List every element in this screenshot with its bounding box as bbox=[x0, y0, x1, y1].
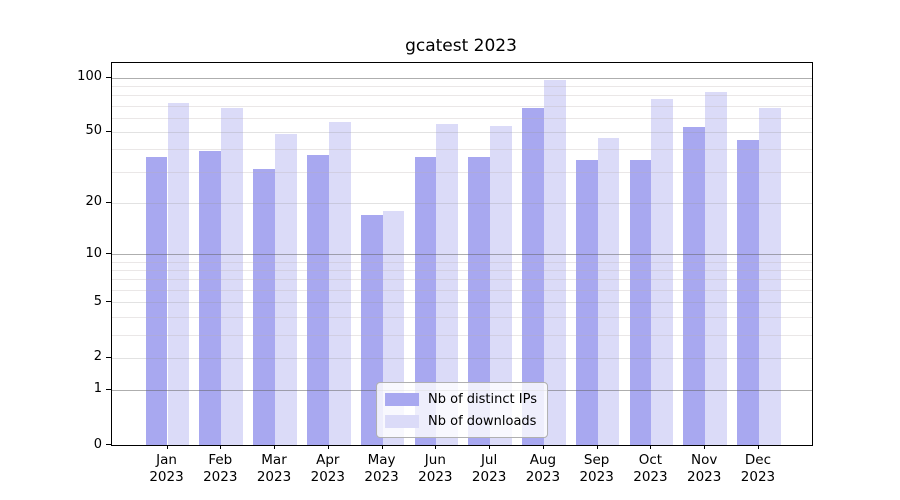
minor-gridline-8 bbox=[112, 270, 812, 272]
x-tick-label-apr: Apr 2023 bbox=[310, 452, 345, 485]
gridline-5 bbox=[112, 302, 812, 304]
chart-title: gcatest 2023 bbox=[405, 36, 517, 56]
x-tick-mark-jun bbox=[435, 445, 437, 449]
y-tick-label-5: 5 bbox=[93, 293, 102, 309]
bar-distinct-ips-aug bbox=[522, 107, 544, 445]
bar-distinct-ips-sep bbox=[575, 159, 598, 445]
x-tick-label-may: May 2023 bbox=[364, 452, 399, 485]
bar-distinct-ips-jun bbox=[414, 157, 437, 445]
x-tick-mark-nov bbox=[704, 445, 706, 449]
x-tick-label-dec: Dec 2023 bbox=[740, 452, 776, 485]
minor-gridline-4 bbox=[112, 316, 812, 318]
y-tick-mark-5 bbox=[106, 301, 111, 303]
x-tick-label-nov: Nov 2023 bbox=[687, 452, 722, 485]
x-tick-mark-mar bbox=[274, 445, 276, 449]
x-tick-mark-dec bbox=[757, 445, 759, 449]
legend-swatch-distinct-ips bbox=[385, 392, 420, 406]
bar-distinct-ips-feb bbox=[199, 151, 222, 445]
y-tick-label-1: 1 bbox=[93, 381, 102, 397]
x-tick-mark-oct bbox=[650, 445, 652, 449]
x-tick-label-jul: Jul 2023 bbox=[471, 452, 507, 485]
minor-gridline-9 bbox=[112, 261, 812, 263]
bar-downloads-aug bbox=[543, 79, 566, 445]
y-tick-mark-2 bbox=[106, 356, 111, 358]
bar-distinct-ips-jul bbox=[468, 157, 491, 445]
minor-gridline-90 bbox=[112, 85, 812, 87]
gridline-100 bbox=[112, 77, 812, 79]
x-tick-mark-may bbox=[381, 445, 383, 449]
bar-downloads-feb bbox=[221, 107, 244, 445]
x-tick-mark-jan bbox=[166, 445, 168, 449]
bar-downloads-sep bbox=[597, 138, 620, 445]
bar-downloads-nov bbox=[705, 92, 727, 445]
y-tick-label-2: 2 bbox=[93, 349, 102, 365]
minor-gridline-40 bbox=[112, 149, 812, 151]
x-tick-label-oct: Oct 2023 bbox=[633, 452, 668, 485]
y-tick-mark-1 bbox=[106, 388, 111, 390]
gridline-10 bbox=[112, 254, 812, 256]
legend-item-downloads: Nb of downloads bbox=[385, 410, 537, 432]
bar-downloads-jun bbox=[436, 124, 459, 445]
y-tick-label-50: 50 bbox=[85, 123, 102, 139]
x-tick-label-sep: Sep 2023 bbox=[579, 452, 614, 485]
y-tick-label-10: 10 bbox=[85, 245, 102, 261]
minor-gridline-7 bbox=[112, 279, 812, 281]
y-tick-label-100: 100 bbox=[77, 69, 102, 84]
bar-distinct-ips-mar bbox=[253, 169, 276, 445]
legend: Nb of distinct IPs Nb of downloads bbox=[376, 382, 548, 438]
legend-label-distinct-ips: Nb of distinct IPs bbox=[428, 391, 537, 407]
minor-gridline-60 bbox=[112, 117, 812, 119]
x-tick-label-feb: Feb 2023 bbox=[203, 452, 238, 485]
x-tick-mark-apr bbox=[327, 445, 329, 449]
bar-distinct-ips-oct bbox=[629, 159, 652, 445]
bar-downloads-jan bbox=[167, 103, 190, 445]
x-tick-mark-jul bbox=[489, 445, 491, 449]
y-tick-label-20: 20 bbox=[85, 194, 102, 210]
y-tick-mark-50 bbox=[106, 130, 111, 132]
bar-downloads-oct bbox=[651, 99, 674, 445]
gridline-50 bbox=[112, 131, 812, 133]
y-tick-mark-10 bbox=[106, 253, 111, 255]
minor-gridline-80 bbox=[112, 95, 812, 97]
y-tick-mark-100 bbox=[106, 76, 111, 78]
x-tick-mark-aug bbox=[542, 445, 544, 449]
plot-area: Nb of distinct IPs Nb of downloads bbox=[111, 62, 813, 446]
bar-downloads-jul bbox=[490, 125, 512, 445]
legend-swatch-downloads bbox=[385, 414, 420, 428]
bar-distinct-ips-apr bbox=[307, 155, 329, 445]
y-tick-mark-20 bbox=[106, 201, 111, 203]
bar-downloads-dec bbox=[758, 107, 781, 445]
x-tick-mark-sep bbox=[596, 445, 598, 449]
y-tick-mark-0 bbox=[106, 444, 111, 445]
minor-gridline-30 bbox=[112, 171, 812, 173]
x-tick-label-jan: Jan 2023 bbox=[149, 452, 184, 485]
minor-gridline-70 bbox=[112, 105, 812, 107]
x-tick-mark-feb bbox=[220, 445, 222, 449]
bar-distinct-ips-dec bbox=[737, 140, 759, 445]
bar-distinct-ips-nov bbox=[683, 127, 706, 445]
minor-gridline-6 bbox=[112, 290, 812, 292]
bar-downloads-mar bbox=[275, 133, 297, 445]
bar-distinct-ips-jan bbox=[145, 157, 168, 445]
minor-gridline-3 bbox=[112, 334, 812, 336]
bar-downloads-apr bbox=[328, 121, 351, 445]
gridline-2 bbox=[112, 357, 812, 359]
gridline-20 bbox=[112, 202, 812, 204]
plot-inner bbox=[112, 63, 812, 445]
x-tick-label-aug: Aug 2023 bbox=[525, 452, 561, 485]
legend-item-distinct-ips: Nb of distinct IPs bbox=[385, 388, 537, 410]
y-tick-label-0: 0 bbox=[93, 436, 102, 452]
legend-label-downloads: Nb of downloads bbox=[428, 413, 537, 429]
x-tick-label-jun: Jun 2023 bbox=[418, 452, 453, 485]
x-tick-label-mar: Mar 2023 bbox=[256, 452, 292, 485]
